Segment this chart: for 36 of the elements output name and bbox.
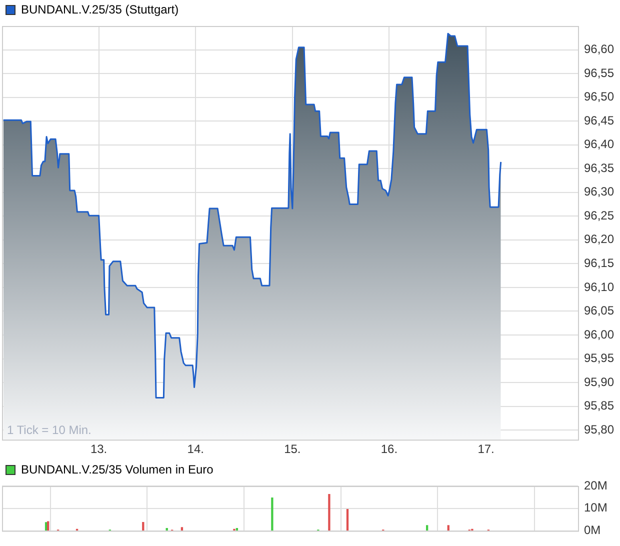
y-tick-label: 96,30 (584, 184, 614, 199)
x-tick-label: 15. (284, 442, 301, 456)
y-tick-label: 95,85 (584, 398, 614, 413)
legend-label: BUNDANL.V.25/35 Volumen in Euro (21, 462, 214, 476)
bar (447, 525, 450, 531)
x-tick-label: 13. (90, 442, 108, 456)
x-tick-label: 16. (380, 442, 398, 456)
y-tick-label: 96,15 (584, 256, 614, 270)
y-tick-label: 96,00 (584, 327, 614, 342)
y-tick-label: 96,35 (584, 160, 614, 175)
y-tick-label: 20M (584, 478, 608, 492)
y-tick-label: 10M (584, 500, 608, 515)
bar (426, 525, 428, 531)
y-tick-label: 96,10 (584, 280, 614, 294)
annotation: 1 Tick = 10 Min. (7, 422, 92, 437)
y-tick-label: 95,80 (584, 422, 614, 436)
bar (142, 522, 144, 531)
y-tick-label: 96,45 (584, 113, 614, 128)
y-tick-label: 96,40 (584, 137, 614, 152)
y-tick-label: 96,50 (584, 90, 614, 104)
y-tick-label: 95,90 (584, 374, 614, 389)
y-tick-label: 0M (584, 523, 601, 538)
y-tick-label: 96,60 (584, 42, 614, 56)
bar (180, 527, 184, 531)
bar (346, 508, 349, 531)
y-tick-label: 95,95 (584, 351, 614, 366)
x-tick-label: 14. (187, 442, 204, 456)
y-tick-label: 96,25 (584, 208, 614, 222)
bar (44, 522, 48, 531)
legend-label: BUNDANL.V.25/35 (Stuttgart) (21, 2, 179, 16)
bar (271, 498, 274, 531)
bar (328, 494, 330, 531)
y-tick-label: 96,55 (584, 66, 614, 80)
x-tick-label: 17. (478, 442, 494, 456)
y-tick-label: 96,05 (584, 304, 614, 318)
y-tick-label: 96,20 (584, 232, 614, 246)
